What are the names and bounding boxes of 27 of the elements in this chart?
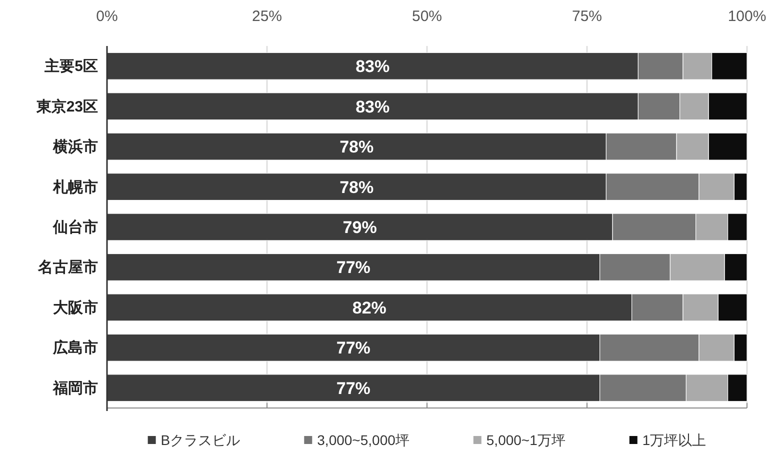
y-tick-label: 名古屋市 <box>38 259 98 276</box>
y-tick-label: 大阪市 <box>53 299 98 316</box>
y-tick-label: 札幌市 <box>53 178 98 196</box>
data-label: 83% <box>356 57 390 76</box>
x-tick-label: 50% <box>412 8 442 25</box>
data-label: 82% <box>352 298 386 318</box>
y-tick-label: 横浜市 <box>53 138 98 156</box>
legend-label: 3,000~5,000坪 <box>317 432 410 448</box>
data-label: 78% <box>340 138 374 157</box>
data-label: 77% <box>336 338 370 358</box>
data-label: 78% <box>340 178 374 197</box>
legend-label: 5,000~1万坪 <box>486 432 566 448</box>
y-tick-label: 広島市 <box>53 340 98 357</box>
legend-label: 1万坪以上 <box>642 432 706 448</box>
data-label: 83% <box>356 97 390 116</box>
data-label: 79% <box>342 218 377 237</box>
x-tick-label: 0% <box>96 8 118 25</box>
data-label: 77% <box>336 378 370 398</box>
x-tick-label: 75% <box>572 8 602 25</box>
y-tick-label: 福岡市 <box>53 380 98 397</box>
legend-label: Bクラスビル <box>160 432 240 448</box>
data-label: 77% <box>336 258 370 278</box>
y-tick-label: 東京23区 <box>36 98 98 116</box>
x-tick-label: 25% <box>252 8 282 25</box>
y-tick-label: 仙台市 <box>53 219 98 236</box>
y-tick-label: 主要5区 <box>44 58 98 76</box>
x-tick-label: 100% <box>728 8 766 25</box>
